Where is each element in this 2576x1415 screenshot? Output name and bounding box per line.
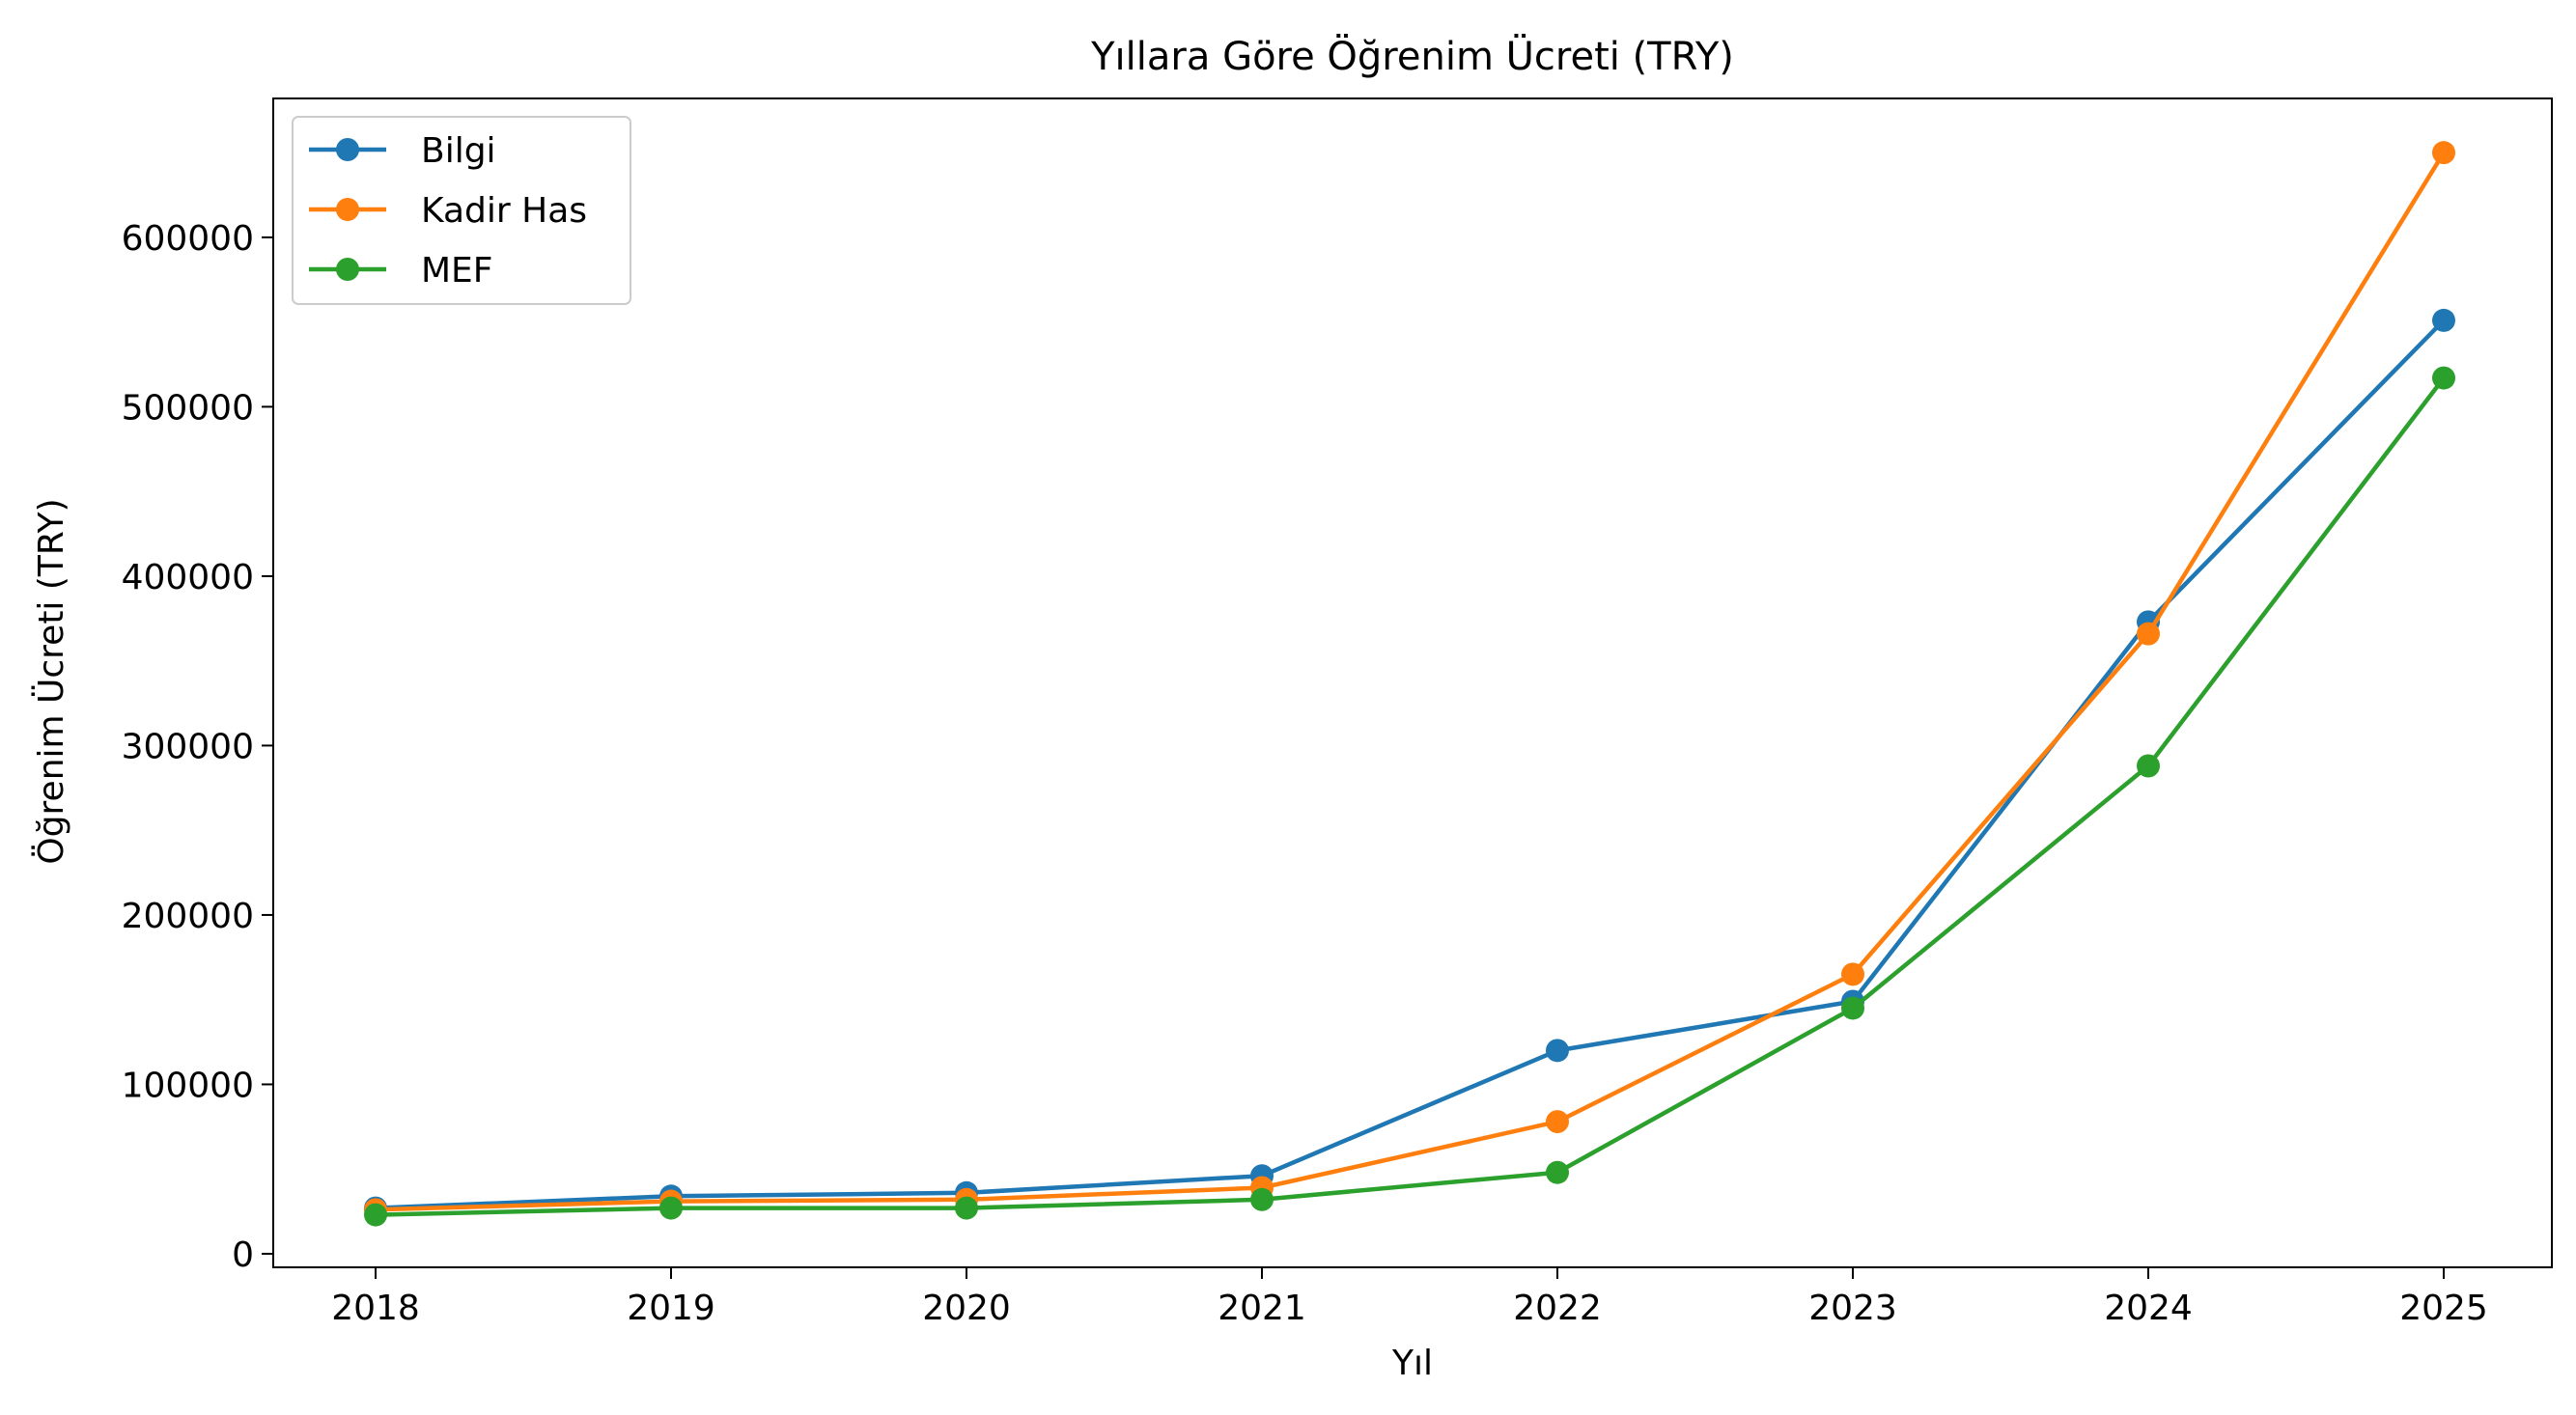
plot-frame xyxy=(272,97,2553,1268)
y-tick-label: 400000 xyxy=(122,558,254,597)
legend-marker-kadir-has xyxy=(336,198,359,221)
data-point-mef xyxy=(364,1203,387,1227)
y-tick-label: 500000 xyxy=(122,388,254,428)
data-point-kadir-has xyxy=(1841,962,1864,986)
series-line-kadir-has xyxy=(375,152,2446,1212)
x-axis-label: Yıl xyxy=(1391,1344,1433,1383)
legend-item-mef: MEF xyxy=(309,251,493,291)
data-point-mef xyxy=(1841,996,1864,1020)
series-layer xyxy=(364,141,2455,1227)
legend-item-kadir-has: Kadir Has xyxy=(309,191,587,231)
data-point-mef xyxy=(1546,1160,1569,1184)
x-axis: 2018 2019 2020 2021 2022 2023 2024 2025 xyxy=(331,1267,2488,1328)
data-point-kadir-has xyxy=(2432,141,2455,165)
series-line-bilgi xyxy=(375,319,2446,1210)
legend-label-mef: MEF xyxy=(421,251,493,291)
x-tick-label: 2024 xyxy=(2104,1289,2193,1328)
series-line-mef xyxy=(375,376,2446,1217)
x-tick-label: 2018 xyxy=(331,1289,420,1328)
y-tick-label: 100000 xyxy=(122,1066,254,1105)
y-tick-label: 600000 xyxy=(122,219,254,259)
data-point-mef xyxy=(955,1196,978,1220)
y-tick-label: 300000 xyxy=(122,727,254,766)
series-mef xyxy=(364,366,2455,1227)
data-point-mef xyxy=(2137,754,2160,778)
chart-title: Yıllara Göre Öğrenim Ücreti (TRY) xyxy=(1090,33,1734,79)
x-tick-label: 2021 xyxy=(1218,1289,1306,1328)
legend: Bilgi Kadir Has MEF xyxy=(292,116,631,305)
legend-box xyxy=(292,116,631,305)
y-axis: 0 100000 200000 300000 400000 500000 600000 xyxy=(122,219,273,1275)
legend-marker-mef xyxy=(336,258,359,281)
data-point-bilgi xyxy=(1546,1039,1569,1063)
y-tick-label: 0 xyxy=(232,1235,254,1275)
x-tick-label: 2025 xyxy=(2399,1289,2488,1328)
data-point-mef xyxy=(659,1196,683,1220)
legend-marker-bilgi xyxy=(336,138,359,161)
y-axis-label: Öğrenim Ücreti (TRY) xyxy=(31,498,71,864)
data-point-kadir-has xyxy=(2137,622,2160,646)
data-point-mef xyxy=(1250,1187,1274,1211)
data-point-kadir-has xyxy=(1546,1110,1569,1134)
plot-area xyxy=(272,97,2553,1268)
legend-item-bilgi: Bilgi xyxy=(309,131,496,171)
x-tick-label: 2023 xyxy=(1808,1289,1897,1328)
series-kadir-has xyxy=(364,141,2455,1222)
legend-label-kadir-has: Kadir Has xyxy=(421,191,587,231)
data-point-mef xyxy=(2432,366,2455,390)
x-tick-label: 2019 xyxy=(627,1289,715,1328)
y-tick-label: 200000 xyxy=(122,897,254,936)
legend-label-bilgi: Bilgi xyxy=(421,131,496,171)
x-tick-label: 2022 xyxy=(1513,1289,1602,1328)
x-tick-label: 2020 xyxy=(922,1289,1011,1328)
data-point-bilgi xyxy=(2432,308,2455,332)
